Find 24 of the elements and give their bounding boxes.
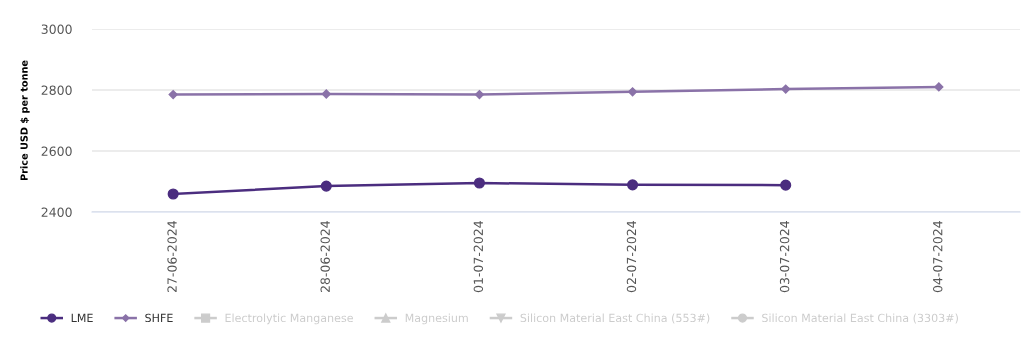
- point: [781, 84, 791, 94]
- x-tick-label: 04-07-2024: [933, 221, 943, 293]
- point: [627, 87, 638, 97]
- y-tick-label: 2400: [41, 207, 72, 217]
- point: [627, 179, 639, 191]
- point: [473, 177, 485, 189]
- y-tick-label: 2800: [41, 85, 72, 95]
- y-axis-title: Price USD $ per tonne: [20, 60, 30, 181]
- x-tick-label: 03-07-2024: [779, 221, 790, 293]
- point: [780, 179, 792, 191]
- y-tick-label: 2600: [41, 146, 72, 156]
- y-tick-label: 3000: [41, 24, 72, 34]
- point: [934, 82, 944, 92]
- x-tick-label: 27-06-2024: [167, 221, 177, 293]
- x-tick-label: 02-07-2024: [626, 221, 637, 293]
- point: [320, 180, 332, 192]
- point: [168, 89, 178, 100]
- x-tick-label: 28-06-2024: [320, 221, 330, 293]
- x-tick-label: 01-07-2024: [473, 221, 484, 293]
- legend-label: LME: [71, 313, 93, 322]
- legend-label: SHFE: [145, 313, 173, 323]
- point: [321, 89, 331, 99]
- point: [167, 188, 179, 200]
- point: [474, 89, 485, 100]
